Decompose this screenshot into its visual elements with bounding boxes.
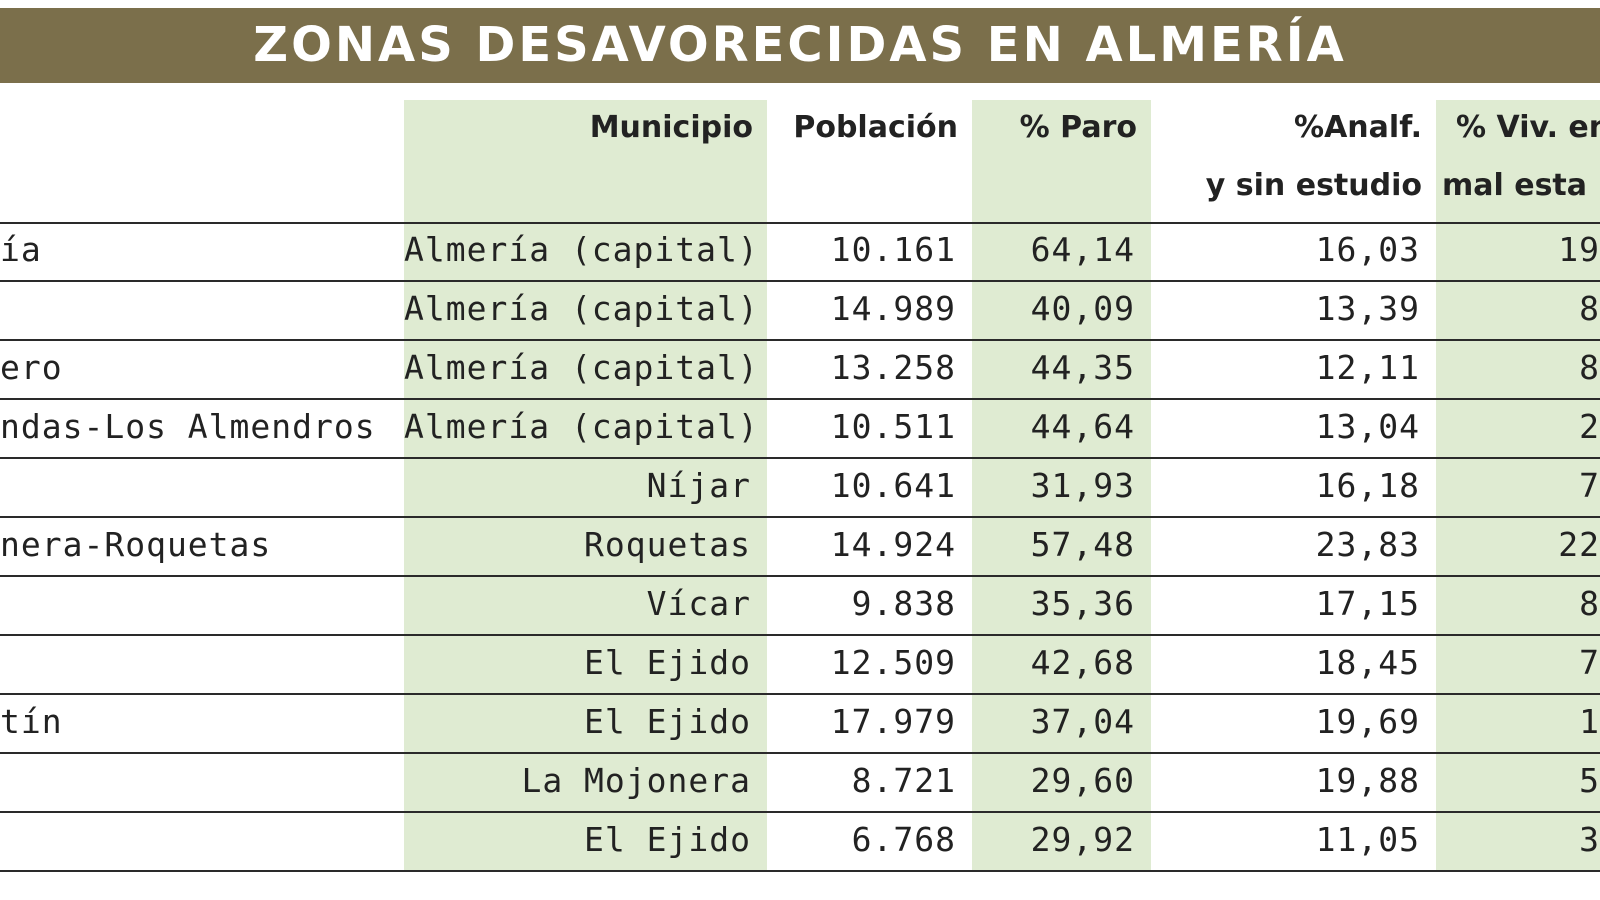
table-cell-municipio: Almería (capital)	[404, 289, 759, 328]
table-cell-municipio: El Ejido	[584, 643, 751, 682]
table-cell-analf: 11,05	[1315, 820, 1420, 859]
table-cell-paro: 40,09	[1030, 289, 1135, 328]
row-rule	[0, 634, 1600, 636]
table-cell-paro: 57,48	[1030, 525, 1135, 564]
row-rule	[0, 575, 1600, 577]
table-cell-municipio: Almería (capital)	[404, 230, 759, 269]
column-header-analf-line1: %Analf.	[1294, 110, 1422, 145]
table-cell-viv: 2	[1579, 407, 1600, 446]
column-shade-viv	[1436, 100, 1600, 871]
table-cell-poblacion: 8.721	[851, 761, 956, 800]
column-header-viv-line1: % Viv. en	[1456, 110, 1600, 145]
table-cell-viv: 8	[1579, 289, 1600, 328]
table-cell-paro: 31,93	[1030, 466, 1135, 505]
table-cell-paro: 29,92	[1030, 820, 1135, 859]
table-cell-municipio: El Ejido	[584, 820, 751, 859]
table-cell-viv: 8	[1579, 584, 1600, 623]
column-header-poblacion-line1: Población	[793, 110, 958, 145]
table-cell-poblacion: 14.989	[830, 289, 956, 328]
table-cell-paro: 35,36	[1030, 584, 1135, 623]
column-header-paro-line1: % Paro	[1019, 110, 1137, 145]
table-cell-municipio: Almería (capital)	[404, 348, 759, 387]
table-cell-municipio: El Ejido	[584, 702, 751, 741]
row-rule	[0, 870, 1600, 872]
table-cell-municipio: Níjar	[646, 466, 751, 505]
row-rule	[0, 398, 1600, 400]
table-cell-municipio: Vícar	[646, 584, 751, 623]
table-cell-municipio: La Mojonera	[521, 761, 751, 800]
row-rule	[0, 280, 1600, 282]
table-cell-analf: 13,04	[1315, 407, 1420, 446]
table-cell-analf: 16,03	[1315, 230, 1420, 269]
table-cell-zona: ía	[0, 230, 42, 269]
table-cell-municipio: Roquetas	[584, 525, 751, 564]
table-cell-paro: 64,14	[1030, 230, 1135, 269]
table-cell-viv: 7	[1579, 643, 1600, 682]
row-rule	[0, 339, 1600, 341]
table-cell-viv: 3	[1579, 820, 1600, 859]
table-cell-viv: 19	[1558, 230, 1600, 269]
table-cell-paro: 44,64	[1030, 407, 1135, 446]
table-cell-analf: 19,69	[1315, 702, 1420, 741]
row-rule	[0, 811, 1600, 813]
table-cell-zona: ndas-Los Almendros	[0, 407, 376, 446]
table-cell-poblacion: 10.641	[830, 466, 956, 505]
table-cell-zona: tín	[0, 702, 63, 741]
header-rule	[0, 222, 1600, 224]
row-rule	[0, 516, 1600, 518]
table-cell-poblacion: 12.509	[830, 643, 956, 682]
table-cell-analf: 18,45	[1315, 643, 1420, 682]
table-cell-analf: 19,88	[1315, 761, 1420, 800]
table-cell-poblacion: 10.511	[830, 407, 956, 446]
table-cell-analf: 17,15	[1315, 584, 1420, 623]
table-cell-municipio: Almería (capital)	[404, 407, 759, 446]
row-rule	[0, 457, 1600, 459]
column-shade-municipio	[404, 100, 767, 871]
table-cell-poblacion: 14.924	[830, 525, 956, 564]
column-shade-paro	[972, 100, 1151, 871]
column-header-analf-line2: y sin estudio	[1205, 168, 1422, 203]
table-cell-viv: 22	[1558, 525, 1600, 564]
title-bar: ZONAS DESAVORECIDAS EN ALMERÍA	[0, 8, 1600, 83]
column-header-viv-line2: mal esta	[1442, 168, 1588, 203]
table-title: ZONAS DESAVORECIDAS EN ALMERÍA	[253, 17, 1347, 73]
table-cell-viv: 7	[1579, 466, 1600, 505]
table-cell-poblacion: 17.979	[830, 702, 956, 741]
table-cell-poblacion: 13.258	[830, 348, 956, 387]
row-rule	[0, 693, 1600, 695]
row-rule	[0, 752, 1600, 754]
table-cell-poblacion: 9.838	[851, 584, 956, 623]
table-cell-paro: 44,35	[1030, 348, 1135, 387]
table-cell-poblacion: 6.768	[851, 820, 956, 859]
table-cell-viv: 8	[1579, 348, 1600, 387]
table-cell-paro: 42,68	[1030, 643, 1135, 682]
table-cell-viv: 1	[1579, 702, 1600, 741]
table-cell-paro: 37,04	[1030, 702, 1135, 741]
table-cell-viv: 5	[1579, 761, 1600, 800]
table-cell-poblacion: 10.161	[830, 230, 956, 269]
column-header-municipio-line1: Municipio	[589, 110, 753, 145]
table-cell-analf: 16,18	[1315, 466, 1420, 505]
table-cell-paro: 29,60	[1030, 761, 1135, 800]
table-cell-analf: 23,83	[1315, 525, 1420, 564]
table-cell-zona: nera-Roquetas	[0, 525, 272, 564]
table-cell-analf: 12,11	[1315, 348, 1420, 387]
table-cell-zona: ero	[0, 348, 63, 387]
table-cell-analf: 13,39	[1315, 289, 1420, 328]
